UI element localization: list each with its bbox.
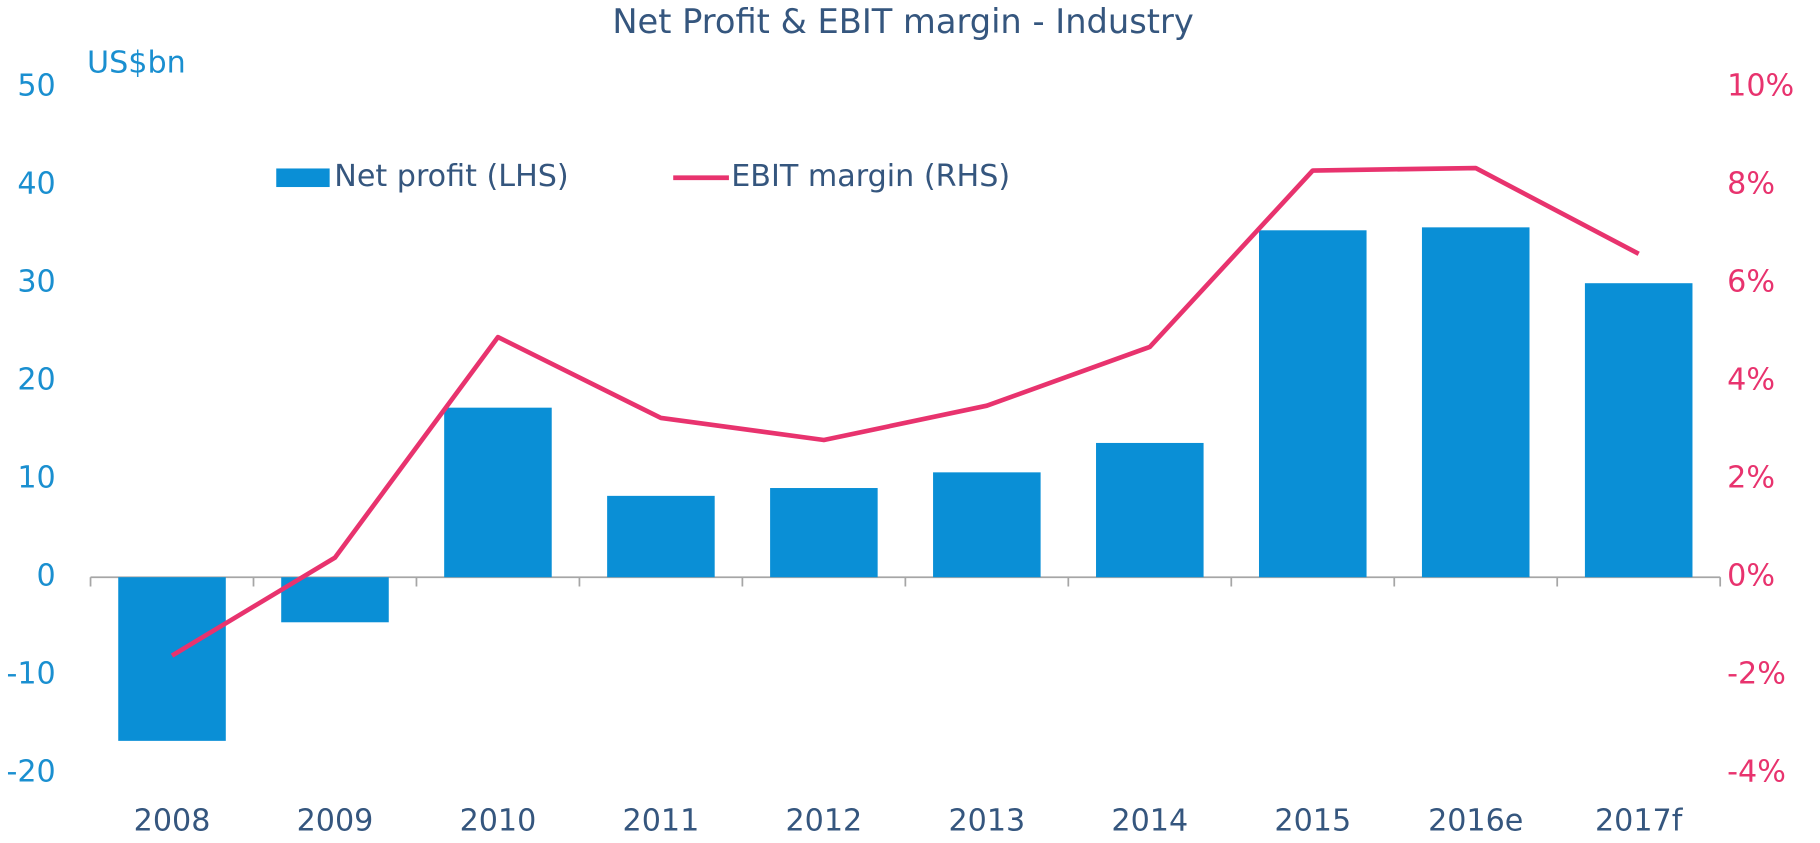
legend-label: EBIT margin (RHS) [731, 159, 1010, 194]
y-tick-label: 0 [37, 559, 56, 594]
legend-label: Net profit (LHS) [334, 159, 568, 194]
x-tick-label: 2014 [1111, 803, 1188, 838]
y-tick-label: 20 [17, 363, 55, 398]
bar [281, 577, 389, 623]
x-tick-label: 2010 [460, 803, 537, 838]
y2-tick-label: 4% [1727, 363, 1775, 398]
chart-title: Net Profit & EBIT margin - Industry [612, 2, 1193, 41]
y-tick-label: 30 [17, 265, 55, 300]
x-tick-label: 2015 [1274, 803, 1351, 838]
x-tick-label: 2016e [1428, 803, 1523, 838]
x-tick-label: 2008 [134, 803, 211, 838]
bar [770, 488, 878, 578]
y2-tick-label: 10% [1727, 69, 1794, 104]
bar [607, 495, 715, 578]
bar [1584, 283, 1693, 578]
y-tick-label: 50 [17, 69, 55, 104]
y-tick-label: 40 [17, 167, 55, 202]
y2-tick-label: 8% [1727, 167, 1775, 202]
y-tick-label: -10 [6, 657, 55, 692]
line [170, 165, 1640, 658]
x-tick-label: 2017f [1595, 803, 1684, 838]
legend-swatch [276, 168, 330, 188]
x-tick-label: 2012 [786, 803, 863, 838]
x-tick-label: 2011 [623, 803, 700, 838]
y-tick-label: 10 [17, 461, 55, 496]
y-tick-label: -20 [6, 755, 55, 790]
y2-tick-label: 6% [1727, 265, 1775, 300]
y2-tick-label: 2% [1727, 461, 1775, 496]
bar [933, 472, 1041, 578]
bar [444, 407, 552, 578]
x-tick-label: 2013 [948, 803, 1025, 838]
bar [118, 577, 226, 741]
y2-tick-label: 0% [1727, 559, 1775, 594]
bar [1421, 227, 1530, 578]
x-tick-label: 2009 [297, 803, 374, 838]
y-axis-label: US$bn [87, 45, 186, 80]
y2-tick-label: -4% [1727, 755, 1786, 790]
bar [1096, 442, 1204, 578]
y2-tick-label: -2% [1727, 657, 1786, 692]
bar [1258, 230, 1367, 578]
